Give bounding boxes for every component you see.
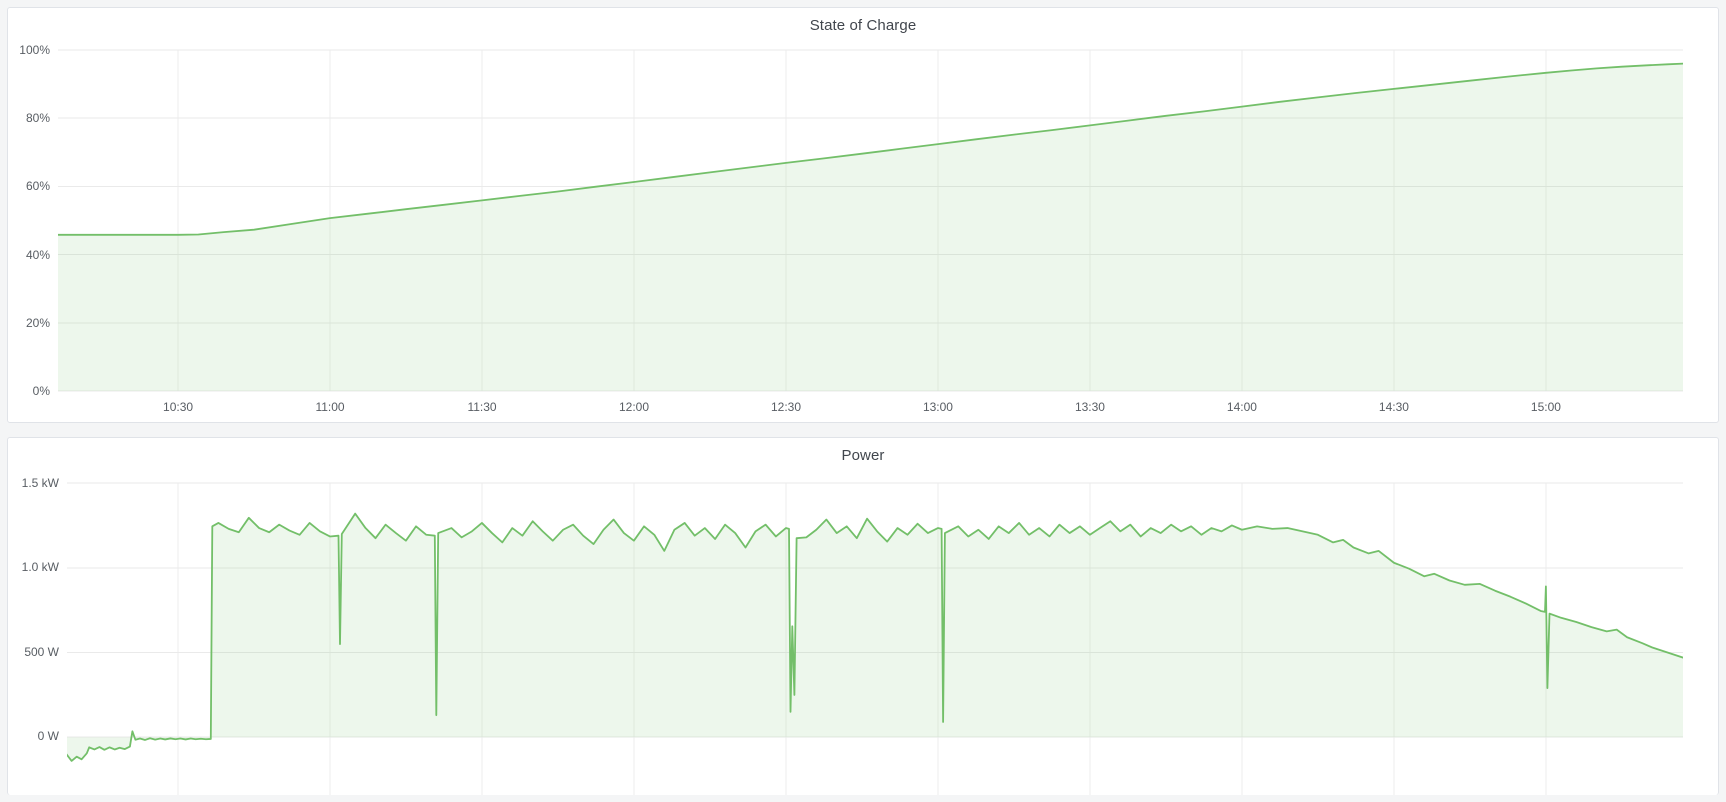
power-chart-canvas[interactable] — [8, 438, 1718, 795]
series-line — [67, 512, 1683, 762]
soc-chart-canvas[interactable] — [8, 8, 1718, 422]
series-area — [67, 513, 1683, 761]
series-line — [58, 62, 1683, 236]
panel-title-power[interactable]: Power — [841, 447, 885, 464]
series-area — [58, 63, 1683, 391]
panel-state-of-charge: State of Charge 100% 80% 60% 40% 20% 0% 10:30 1… — [7, 7, 1719, 423]
panel-title-state-of-charge[interactable]: State of Charge — [809, 17, 917, 34]
